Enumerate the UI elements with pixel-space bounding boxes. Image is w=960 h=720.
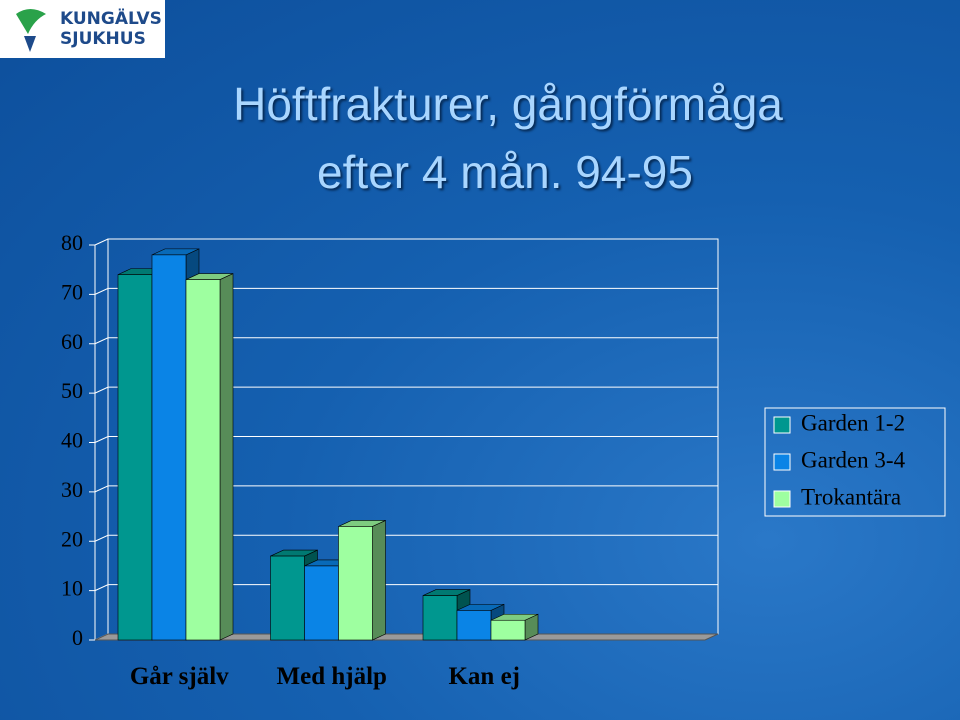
y-tick-label: 0 bbox=[72, 625, 83, 650]
grid-line bbox=[94, 238, 718, 246]
y-tick-label: 20 bbox=[61, 526, 83, 551]
bar bbox=[270, 555, 305, 641]
bar bbox=[490, 619, 526, 641]
x-tick-label: Kan ej bbox=[448, 663, 520, 690]
logo-icon bbox=[16, 9, 46, 34]
legend-box bbox=[764, 407, 946, 517]
y-tick-label: 50 bbox=[61, 378, 83, 403]
grid-line bbox=[94, 287, 718, 295]
bar-side bbox=[372, 519, 386, 641]
x-tick-label: Går själv bbox=[130, 663, 229, 690]
grid-line bbox=[94, 534, 718, 542]
legend-label: Trokantära bbox=[801, 484, 901, 509]
grid-line bbox=[94, 485, 718, 493]
y-tick-label: 70 bbox=[61, 279, 83, 304]
y-tick-label: 30 bbox=[61, 477, 83, 502]
grid-line bbox=[94, 584, 718, 592]
bar bbox=[185, 279, 221, 641]
bar bbox=[117, 274, 153, 641]
bar bbox=[338, 526, 373, 641]
chart-title: efter 4 mån. 94-95 bbox=[317, 146, 693, 198]
legend-swatch bbox=[773, 416, 791, 434]
grid-line bbox=[94, 337, 718, 345]
y-tick-label: 10 bbox=[61, 576, 83, 601]
grid-line bbox=[94, 436, 718, 443]
x-tick-label: Med hjälp bbox=[277, 663, 387, 690]
grid-line bbox=[94, 386, 718, 394]
legend-label: Garden 1-2 bbox=[801, 410, 905, 435]
logo-text: KUNGÄLVS bbox=[60, 7, 162, 29]
bar bbox=[304, 565, 339, 641]
y-tick-label: 60 bbox=[61, 329, 83, 354]
y-tick-label: 80 bbox=[61, 230, 83, 255]
bar-side bbox=[219, 273, 234, 641]
bar bbox=[151, 254, 187, 641]
legend-label: Garden 3-4 bbox=[801, 447, 906, 472]
bar bbox=[456, 610, 492, 641]
legend-swatch bbox=[773, 490, 791, 508]
legend-swatch bbox=[773, 453, 791, 471]
bar bbox=[422, 595, 458, 641]
logo-text: SJUKHUS bbox=[60, 29, 146, 49]
y-tick-label: 40 bbox=[61, 428, 83, 453]
chart-title: Höftfrakturer, gångförmåga bbox=[233, 78, 783, 130]
logo-icon bbox=[24, 36, 36, 52]
